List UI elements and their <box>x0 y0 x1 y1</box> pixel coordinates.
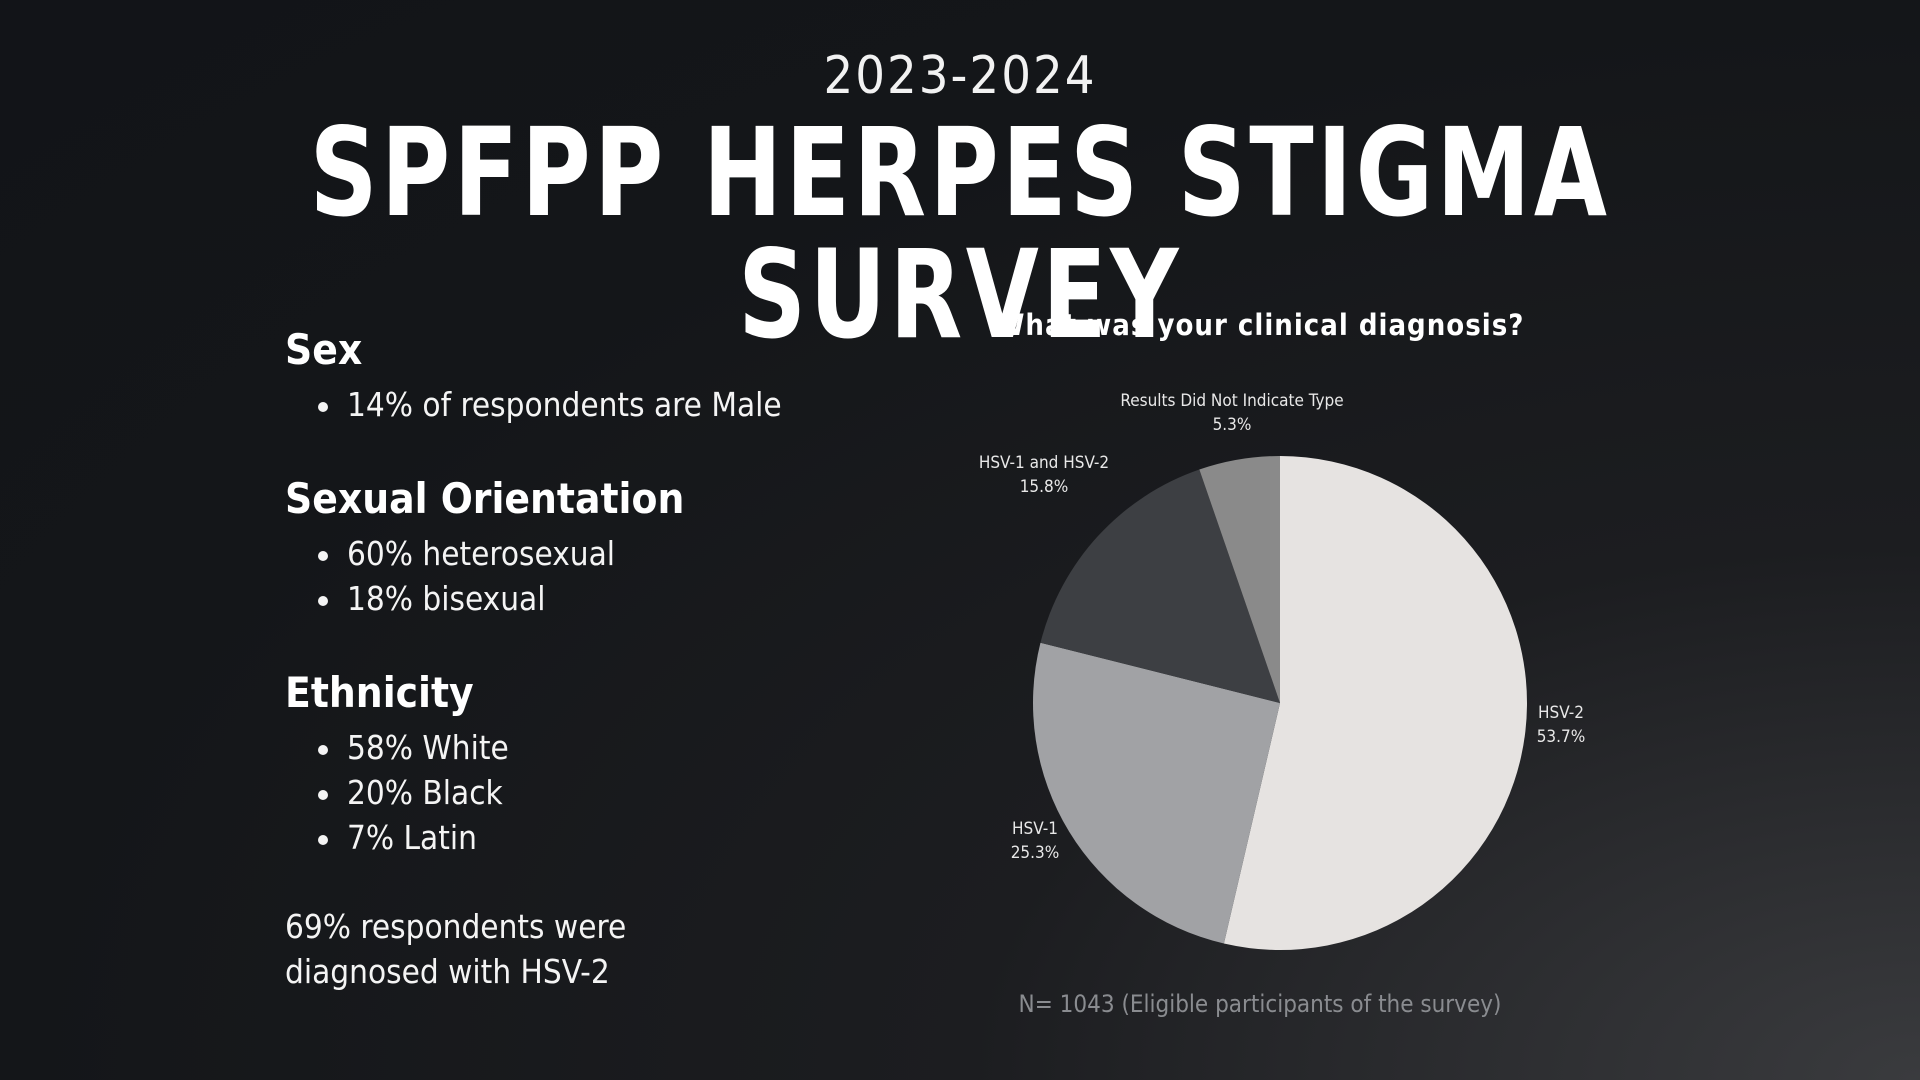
slice-label: Results Did Not Indicate Type <box>1120 391 1343 411</box>
pie-slice-hsv-1 <box>1032 642 1280 944</box>
orientation-heading: Sexual Orientation <box>285 474 685 523</box>
slice-value-label: 15.8% <box>1020 477 1069 497</box>
slice-label: HSV-1 <box>1012 819 1058 839</box>
list-item: 18% bisexual <box>315 576 985 621</box>
pie-slice-hsv-2 <box>1223 456 1527 950</box>
chart-footnote: N= 1043 (Eligible participants of the su… <box>1018 990 1502 1018</box>
slice-value-label: 5.3% <box>1213 415 1252 435</box>
chart-title: What was your clinical diagnosis? <box>995 308 1525 342</box>
list-item: 58% White <box>315 725 985 770</box>
demographics-panel: Sex 14% of respondents are Male Sexual O… <box>285 322 985 994</box>
ethnicity-list: 58% White 20% Black 7% Latin <box>285 725 985 860</box>
pie-slice-hsv-1-and-hsv-2 <box>1040 469 1280 703</box>
slice-label: HSV-2 <box>1538 703 1584 723</box>
page-title: SPFPP HERPES STIGMA SURVEY <box>309 102 1611 366</box>
ethnicity-section: Ethnicity 58% White 20% Black 7% Latin <box>285 665 985 860</box>
slice-value-label: 25.3% <box>1011 843 1060 863</box>
sex-section: Sex 14% of respondents are Male <box>285 322 985 427</box>
list-item: 20% Black <box>315 770 985 815</box>
sex-list: 14% of respondents are Male <box>285 382 985 427</box>
pie-slice-results-did-not-indicate-type <box>1199 456 1280 703</box>
list-item: 14% of respondents are Male <box>315 382 985 427</box>
orientation-list: 60% heterosexual 18% bisexual <box>285 531 985 621</box>
diagnosis-note: 69% respondents were diagnosed with HSV-… <box>285 907 627 991</box>
survey-years: 2023-2024 <box>823 46 1097 106</box>
orientation-section: Sexual Orientation 60% heterosexual 18% … <box>285 471 985 621</box>
slice-label: HSV-1 and HSV-2 <box>979 453 1109 473</box>
list-item: 7% Latin <box>315 815 985 860</box>
sex-heading: Sex <box>285 325 363 374</box>
slice-value-label: 53.7% <box>1537 727 1586 747</box>
ethnicity-heading: Ethnicity <box>285 668 474 717</box>
list-item: 60% heterosexual <box>315 531 985 576</box>
